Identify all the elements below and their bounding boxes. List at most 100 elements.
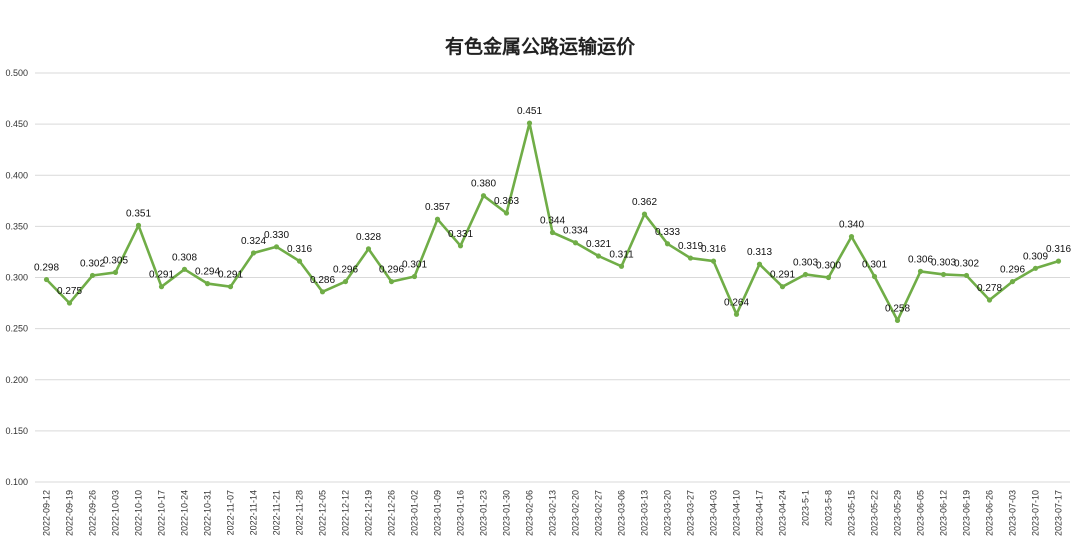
x-tick-label: 2023-06-19	[962, 490, 972, 536]
data-label: 0.321	[586, 239, 611, 250]
data-point	[43, 276, 50, 283]
data-label: 0.300	[816, 261, 841, 272]
x-tick-label: 2022-09-26	[88, 490, 98, 536]
x-tick-label: 2022-12-12	[341, 490, 351, 536]
data-label: 0.363	[494, 196, 519, 207]
data-point	[388, 278, 395, 285]
x-tick-label: 2023-03-13	[640, 490, 650, 536]
data-label: 0.303	[931, 257, 956, 268]
data-label: 0.301	[402, 259, 427, 270]
data-point	[227, 284, 234, 290]
data-label: 0.308	[172, 252, 197, 263]
data-point	[1055, 258, 1062, 264]
data-label: 0.340	[839, 220, 864, 231]
data-point	[549, 229, 556, 236]
data-label: 0.302	[80, 258, 105, 269]
x-tick-label: 2022-09-12	[42, 490, 52, 536]
data-point	[687, 255, 694, 261]
data-label: 0.305	[103, 255, 128, 266]
data-point	[296, 258, 303, 264]
x-tick-label: 2023-06-12	[939, 490, 949, 536]
data-point	[526, 120, 533, 126]
data-label: 0.301	[862, 259, 887, 270]
data-point	[89, 272, 96, 279]
x-tick-label: 2023-02-27	[594, 490, 604, 536]
y-tick-label: 0.150	[5, 426, 28, 436]
data-label: 0.316	[287, 244, 312, 255]
x-tick-label: 2023-06-05	[916, 490, 926, 536]
x-tick-label: 2022-12-26	[387, 490, 397, 536]
x-tick-label: 2022-11-07	[226, 490, 236, 535]
data-point	[342, 278, 349, 285]
data-point	[986, 297, 993, 303]
data-label: 0.309	[1023, 251, 1048, 262]
x-tick-label: 2023-01-23	[479, 490, 489, 536]
data-label: 0.362	[632, 197, 657, 208]
data-label: 0.357	[425, 202, 450, 213]
data-label: 0.296	[333, 265, 358, 276]
data-point	[940, 271, 947, 278]
data-label: 0.311	[609, 249, 634, 260]
x-tick-label: 2023-01-09	[433, 490, 443, 536]
data-point	[480, 193, 487, 199]
data-point	[802, 271, 809, 278]
x-tick-label: 2023-04-03	[709, 490, 719, 536]
data-point	[503, 210, 510, 216]
data-label: 0.291	[149, 270, 174, 281]
data-point	[664, 241, 671, 247]
data-label: 0.291	[218, 270, 243, 281]
data-point	[733, 311, 740, 317]
x-tick-label: 2022-10-17	[157, 490, 167, 536]
data-label: 0.331	[448, 229, 473, 240]
x-tick-label: 2023-06-26	[985, 490, 995, 536]
x-tick-label: 2023-03-06	[617, 490, 627, 536]
data-label: 0.296	[1000, 265, 1025, 276]
data-label: 0.316	[701, 244, 726, 255]
data-label: 0.298	[34, 263, 59, 274]
y-tick-label: 0.500	[5, 68, 28, 78]
chart-title: 有色金属公路运输运价	[444, 36, 635, 58]
data-point	[181, 266, 188, 272]
y-tick-label: 0.200	[5, 375, 28, 385]
data-label: 0.286	[310, 275, 335, 286]
data-point	[434, 216, 441, 222]
data-label: 0.303	[793, 257, 818, 268]
data-label: 0.258	[885, 303, 910, 314]
data-point	[572, 240, 579, 246]
data-point	[710, 258, 717, 264]
data-point	[158, 284, 165, 290]
x-tick-label: 2023-04-24	[778, 490, 788, 536]
x-tick-label: 2023-07-17	[1054, 490, 1064, 536]
x-tick-label: 2022-09-19	[65, 490, 75, 536]
x-tick-label: 2023-05-22	[870, 490, 880, 536]
data-point	[204, 281, 211, 287]
x-tick-label: 2023-03-20	[663, 490, 673, 536]
x-tick-label: 2023-02-06	[525, 490, 535, 536]
data-point	[618, 263, 625, 269]
data-point	[135, 222, 142, 228]
x-tick-label: 2023-04-17	[755, 490, 765, 536]
x-tick-label: 2023-03-27	[686, 490, 696, 536]
x-tick-label: 2022-11-21	[272, 490, 282, 535]
data-point	[66, 300, 73, 306]
x-tick-label: 2022-10-24	[180, 490, 190, 536]
data-point	[641, 211, 648, 217]
y-tick-label: 0.100	[5, 477, 28, 487]
x-tick-label: 2022-10-10	[134, 490, 144, 536]
data-point	[825, 274, 832, 281]
data-label: 0.313	[747, 247, 772, 258]
x-tick-label: 2023-01-16	[456, 490, 466, 536]
data-label: 0.316	[1046, 244, 1071, 255]
data-point	[112, 269, 119, 275]
x-tick-label: 2022-12-05	[318, 490, 328, 536]
data-label: 0.294	[195, 267, 220, 278]
data-point	[595, 253, 602, 259]
y-tick-label: 0.250	[5, 324, 28, 334]
data-label: 0.351	[126, 208, 151, 219]
x-tick-label: 2022-11-14	[249, 490, 259, 535]
x-tick-label: 2022-11-28	[295, 490, 305, 535]
data-point	[871, 273, 878, 280]
x-tick-label: 2023-07-10	[1031, 490, 1041, 536]
